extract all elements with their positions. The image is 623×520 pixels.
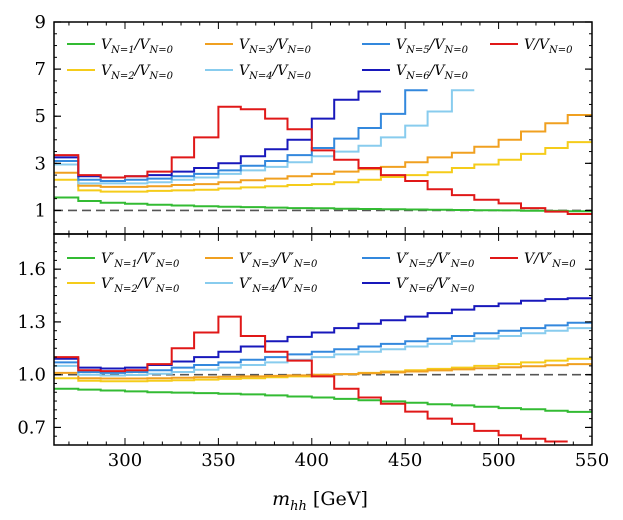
x-tick-label: 550 — [575, 450, 609, 471]
legend-label-v: V/V′N=0 — [524, 251, 576, 270]
y-tick-label: 3 — [35, 153, 46, 174]
series-n3-line — [54, 114, 592, 188]
bottom-panel: 0.7 1.0 1.3 1.6 300 350 400 450 500 550 V′N=1/V′N=… — [17, 233, 609, 471]
y-tick-label: 0.7 — [17, 417, 46, 438]
legend-label-n5: VN=5/VN=0 — [396, 37, 469, 56]
legend: V′N=1/V′N=0 V′N=3/V′N=0 V′N=5/V′N=0 V/V′N=0… — [67, 251, 576, 295]
series-n1-line — [54, 196, 592, 213]
legend-label-n6: V′N=6/V′N=0 — [396, 276, 475, 295]
legend-label-n4: VN=4/VN=0 — [239, 63, 312, 82]
plot-area — [54, 297, 592, 443]
svg-text:mhh[GeV]: mhh [GeV] — [272, 488, 368, 514]
legend-label-v: V/VN=0 — [524, 37, 573, 56]
x-axis-label: mhh [GeV] — [272, 488, 368, 514]
y-tick-label: 1.3 — [17, 312, 46, 333]
x-tick-label: 400 — [295, 450, 329, 471]
series-n3-line — [54, 363, 592, 380]
legend-label-n3: VN=3/VN=0 — [239, 37, 312, 56]
series-n4-line — [54, 327, 592, 377]
series-n5-line — [54, 89, 428, 182]
x-tick-label: 450 — [388, 450, 422, 471]
legend-label-n1: V′N=1/V′N=0 — [101, 251, 180, 270]
series-v-line — [54, 105, 592, 215]
x-tick-label: 350 — [201, 450, 235, 471]
series-v-line — [54, 315, 568, 443]
legend-label-n2: VN=2/VN=0 — [101, 63, 174, 82]
series-n4-line — [54, 89, 475, 185]
legend-label-n4: V′N=4/V′N=0 — [239, 276, 318, 295]
legend-label-n5: V′N=5/V′N=0 — [396, 251, 475, 270]
y-tick-label: 1 — [35, 200, 46, 221]
y-tick-label: 1.0 — [17, 365, 46, 386]
legend-label-n2: V′N=2/V′N=0 — [101, 276, 180, 295]
series-n5-line — [54, 321, 592, 374]
y-tick-label: 5 — [35, 106, 46, 127]
legend: VN=1/VN=0 VN=3/VN=0 VN=5/VN=0 V/VN=0 VN=2/VN… — [67, 37, 573, 82]
x-tick-label: 300 — [108, 450, 142, 471]
series-n1-line — [54, 387, 592, 413]
legend-label-n3: V′N=3/V′N=0 — [239, 251, 318, 270]
y-tick-label: 7 — [35, 59, 46, 80]
x-tick-label: 500 — [481, 450, 515, 471]
axes-frame — [53, 21, 593, 235]
legend-label-n6: VN=6/VN=0 — [396, 63, 469, 82]
series-n2-line — [54, 141, 592, 193]
y-tick-label: 9 — [35, 12, 46, 33]
plot-area — [54, 89, 592, 215]
legend-label-n1: VN=1/VN=0 — [101, 37, 174, 56]
y-tick-label: 1.6 — [17, 259, 46, 280]
